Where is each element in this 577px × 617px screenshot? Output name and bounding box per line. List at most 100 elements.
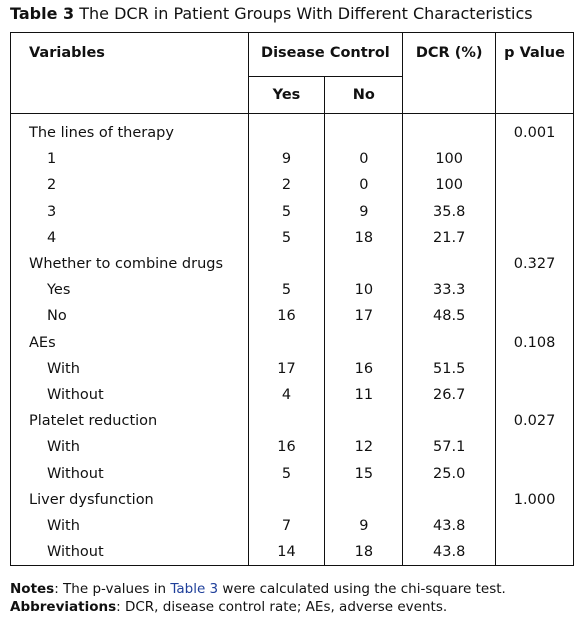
row-dcr: 33.3 xyxy=(402,277,496,304)
row-yes: 9 xyxy=(247,146,325,173)
group-p-value: 0.027 xyxy=(495,408,574,435)
group-name: The lines of therapy xyxy=(10,113,249,147)
group-row: AEs 0.108 xyxy=(10,329,574,356)
notes-post: were calculated using the chi-square tes… xyxy=(218,581,506,597)
row-no: 0 xyxy=(324,146,403,173)
group-name: AEs xyxy=(10,329,249,356)
table-row: 1 9 0 100 xyxy=(10,146,574,173)
header-p-value: p Value xyxy=(495,32,574,114)
row-label: No xyxy=(10,303,249,330)
header-variables: Variables xyxy=(10,32,249,77)
row-label: Without xyxy=(10,381,249,409)
notes-line: Notes: The p-values in Table 3 were calc… xyxy=(10,580,506,598)
table-caption-label: Table 3 xyxy=(10,4,75,23)
row-no: 9 xyxy=(324,198,403,225)
table-caption-text: The DCR in Patient Groups With Different… xyxy=(79,4,533,23)
row-no: 11 xyxy=(324,381,403,409)
notes-table-link[interactable]: Table 3 xyxy=(170,581,219,597)
table-row: Yes 5 10 33.3 xyxy=(10,277,574,304)
row-yes: 5 xyxy=(247,277,325,304)
group-p-value: 0.108 xyxy=(495,329,574,356)
group-row: Whether to combine drugs 0.327 xyxy=(10,250,574,278)
group-no-empty xyxy=(324,329,403,356)
header-yes: Yes xyxy=(247,76,325,114)
group-row: Liver dysfunction 1.000 xyxy=(10,486,574,513)
abbreviations-label: Abbreviations xyxy=(10,599,117,615)
group-name: Liver dysfunction xyxy=(10,486,249,513)
row-dcr: 100 xyxy=(402,172,496,199)
row-yes: 5 xyxy=(247,198,325,225)
row-dcr: 57.1 xyxy=(402,434,496,461)
row-yes: 5 xyxy=(247,460,325,487)
table-notes: Notes: The p-values in Table 3 were calc… xyxy=(10,580,506,616)
header-dcr: DCR (%) xyxy=(402,32,496,114)
row-yes: 14 xyxy=(247,539,325,567)
row-dcr: 48.5 xyxy=(402,303,496,330)
group-row: Platelet reduction 0.027 xyxy=(10,408,574,435)
row-dcr: 35.8 xyxy=(402,198,496,225)
group-yes-empty xyxy=(247,486,325,513)
row-p-empty xyxy=(495,512,574,539)
row-p-empty xyxy=(495,277,574,304)
row-p-empty xyxy=(495,355,574,382)
row-p-empty xyxy=(495,224,574,251)
group-no-empty xyxy=(324,408,403,435)
row-p-empty xyxy=(495,146,574,173)
table-row: 4 5 18 21.7 xyxy=(10,224,574,251)
dcr-table: Variables Disease Control DCR (%) p Valu… xyxy=(10,32,574,567)
row-dcr: 25.0 xyxy=(402,460,496,487)
row-p-empty xyxy=(495,172,574,199)
row-label: Without xyxy=(10,539,249,567)
row-no: 0 xyxy=(324,172,403,199)
row-dcr: 51.5 xyxy=(402,355,496,382)
row-no: 17 xyxy=(324,303,403,330)
notes-pre: : The p-values in xyxy=(54,581,171,597)
row-p-empty xyxy=(495,434,574,461)
row-p-empty xyxy=(495,381,574,409)
row-no: 18 xyxy=(324,539,403,567)
row-dcr: 26.7 xyxy=(402,381,496,409)
row-p-empty xyxy=(495,460,574,487)
header-no: No xyxy=(324,76,403,114)
group-no-empty xyxy=(324,113,403,147)
row-no: 16 xyxy=(324,355,403,382)
header-variables-spacer xyxy=(10,76,249,114)
row-no: 15 xyxy=(324,460,403,487)
group-dcr-empty xyxy=(402,486,496,513)
row-label: 2 xyxy=(10,172,249,199)
row-label: With xyxy=(10,434,249,461)
row-p-empty xyxy=(495,303,574,330)
row-label: With xyxy=(10,355,249,382)
table-row: No 16 17 48.5 xyxy=(10,303,574,330)
group-no-empty xyxy=(324,250,403,278)
table-row: 3 5 9 35.8 xyxy=(10,198,574,225)
group-name: Whether to combine drugs xyxy=(10,250,249,278)
row-label: 1 xyxy=(10,146,249,173)
group-dcr-empty xyxy=(402,329,496,356)
table-row: Without 14 18 43.8 xyxy=(10,539,574,567)
group-row: The lines of therapy 0.001 xyxy=(10,113,574,147)
row-yes: 7 xyxy=(247,512,325,539)
row-yes: 5 xyxy=(247,224,325,251)
table-row: Without 5 15 25.0 xyxy=(10,460,574,487)
group-p-value: 0.001 xyxy=(495,113,574,147)
group-yes-empty xyxy=(247,113,325,147)
table-row: 2 2 0 100 xyxy=(10,172,574,199)
row-no: 18 xyxy=(324,224,403,251)
abbreviations-line: Abbreviations: DCR, disease control rate… xyxy=(10,598,506,616)
row-dcr: 43.8 xyxy=(402,512,496,539)
table-caption: Table 3 The DCR in Patient Groups With D… xyxy=(10,4,533,23)
group-p-value: 0.327 xyxy=(495,250,574,278)
table-body: The lines of therapy 0.001 1 9 0 100 2 2 0 100 3 5 9… xyxy=(10,113,574,567)
row-label: With xyxy=(10,512,249,539)
header-disease-control: Disease Control xyxy=(247,32,403,77)
row-dcr: 43.8 xyxy=(402,539,496,567)
row-yes: 16 xyxy=(247,303,325,330)
row-yes: 4 xyxy=(247,381,325,409)
table-row: Without 4 11 26.7 xyxy=(10,381,574,409)
row-label: 4 xyxy=(10,224,249,251)
row-yes: 17 xyxy=(247,355,325,382)
row-dcr: 21.7 xyxy=(402,224,496,251)
row-label: Without xyxy=(10,460,249,487)
row-no: 12 xyxy=(324,434,403,461)
